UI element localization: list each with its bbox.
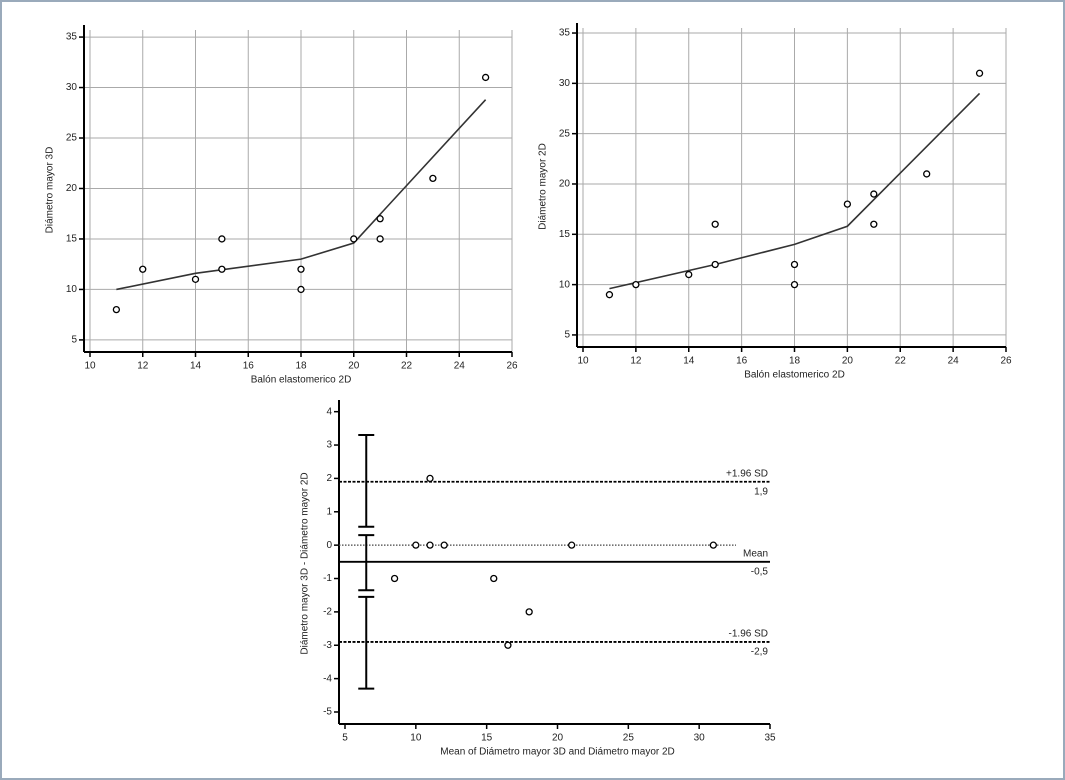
x-tick-label: 12 [630,356,642,367]
x-tick-label: 25 [623,733,635,744]
data-point [376,215,384,223]
data-point [870,190,878,198]
data-point [426,541,434,549]
y-tick-label: 35 [66,32,78,43]
data-point [975,69,984,77]
x-tick-label: 14 [190,361,202,372]
reference-value: -0,5 [751,566,769,577]
x-tick-label: 10 [84,361,96,372]
data-point [605,291,614,299]
y-tick-label: 25 [559,128,571,139]
y-tick-label: 15 [66,234,78,245]
data-point [191,275,200,283]
reference-name: Mean [743,548,768,559]
x-tick-label: 35 [764,733,776,744]
y-tick-label: 20 [66,183,78,194]
y-tick-label: -3 [323,640,332,651]
y-tick-label: 30 [66,82,78,93]
reference-name: +1.96 SD [726,468,768,479]
data-point [490,574,498,583]
reference-name: -1.96 SD [729,629,768,640]
x-tick-label: 18 [295,361,307,372]
y-tick-label: 1 [326,506,332,517]
data-point [711,260,719,269]
x-tick-label: 16 [736,356,748,367]
x-tick-label: 14 [683,356,695,367]
y-tick-label: 3 [326,440,332,451]
reference-value: 1,9 [754,486,768,497]
x-tick-label: 10 [577,356,589,367]
y-tick-label: 10 [66,284,78,295]
x-tick-label: 20 [348,361,360,372]
x-tick-label: 22 [895,356,907,367]
y-tick-label: 10 [559,279,571,290]
data-point [790,260,799,269]
data-point [843,200,852,208]
y-tick-label: -5 [323,707,332,718]
data-point [504,641,512,649]
x-axis-title: Mean of Diámetro mayor 3D and Diámetro m… [440,747,675,758]
y-tick-label: 5 [564,330,570,341]
data-point [350,235,358,243]
y-tick-label: -2 [323,607,332,618]
data-point [923,170,931,178]
data-point [568,541,576,549]
data-point [709,541,717,549]
data-point [297,265,305,273]
data-point [112,305,121,314]
data-point [139,265,147,273]
x-tick-label: 16 [243,361,255,372]
x-axis-title: Balón elastomerico 2D [251,375,352,386]
x-tick-label: 10 [410,733,422,744]
x-tick-label: 5 [342,733,348,744]
y-axis-title: Diámetro mayor 2D [538,143,549,230]
x-axis-title: Balón elastomerico 2D [744,370,845,381]
reference-value: -2,9 [751,647,769,658]
x-tick-label: 26 [506,361,518,372]
data-point [481,73,490,82]
x-tick-label: 24 [454,361,466,372]
x-tick-label: 24 [948,356,960,367]
x-tick-label: 26 [1000,356,1012,367]
data-point [870,220,878,228]
data-point [376,235,384,243]
y-axis-title: Diámetro mayor 3D - Diámetro mayor 2D [300,472,311,654]
x-tick-label: 22 [401,361,413,372]
data-point [685,270,693,279]
data-point [790,280,799,289]
x-tick-label: 20 [842,356,854,367]
data-point [440,541,448,549]
data-point [390,574,399,583]
y-tick-label: 5 [71,335,77,346]
data-point [426,474,434,483]
data-point [412,541,420,549]
y-axis-title: Diámetro mayor 3D [45,147,56,234]
y-tick-label: 15 [559,229,571,240]
y-tick-label: 30 [559,78,571,89]
data-point [429,174,437,183]
x-tick-label: 20 [552,733,564,744]
data-point [218,265,226,273]
x-tick-label: 15 [481,733,493,744]
x-tick-label: 18 [789,356,801,367]
x-tick-label: 12 [137,361,149,372]
fit-line [609,92,981,290]
y-tick-label: -1 [323,573,332,584]
y-tick-label: 35 [559,28,571,39]
y-tick-label: 2 [326,473,332,484]
data-point [297,285,305,294]
y-tick-label: 25 [66,133,78,144]
data-point [525,608,533,616]
x-tick-label: 30 [694,733,706,744]
y-tick-label: 4 [326,406,332,417]
y-tick-label: 0 [326,540,332,551]
fit-line [116,99,487,291]
y-tick-label: -4 [323,673,332,684]
data-point [711,220,719,228]
y-tick-label: 20 [559,179,571,190]
data-point [632,280,640,289]
data-point [218,235,226,243]
